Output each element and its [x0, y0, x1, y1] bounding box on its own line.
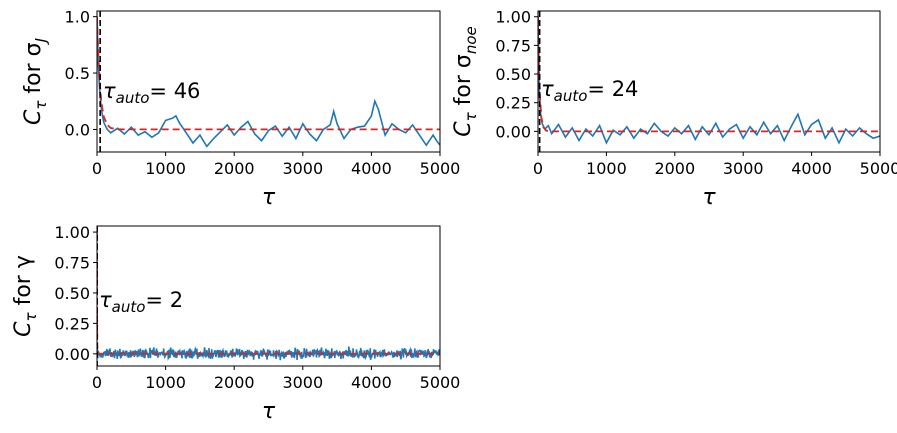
y-tick-label: 0.00 [495, 122, 531, 141]
plot-area [538, 11, 880, 152]
plot-area [97, 11, 440, 152]
y-tick-label: 0.5 [65, 64, 90, 83]
tau-auto-annotation: τauto= 24 [541, 77, 638, 105]
x-axis-label: τ [262, 399, 276, 424]
y-axis-label: Cτ for σnoe [451, 26, 480, 137]
x-tick-label: 3000 [282, 159, 323, 178]
y-tick-label: 0.0 [65, 120, 90, 139]
tau-auto-annotation: τauto= 2 [99, 288, 183, 316]
y-tick-label: 1.00 [54, 223, 90, 242]
y-tick-label: 0.25 [54, 314, 90, 333]
x-tick-label: 0 [92, 159, 102, 178]
axes-frame [537, 10, 881, 153]
x-tick-label: 2000 [654, 159, 695, 178]
x-axis-label: τ [262, 185, 276, 210]
x-tick-label: 5000 [860, 159, 897, 178]
y-tick-label: 1.0 [65, 8, 90, 27]
x-tick-label: 4000 [791, 159, 832, 178]
panel-gamma: 0 1000 2000 3000 4000 5000 0.00 0.25 0.50 0.75 1.0… [11, 223, 460, 424]
y-tick-label: 0.75 [54, 254, 90, 273]
x-tick-label: 4000 [351, 159, 392, 178]
x-tick-label: 5000 [420, 159, 461, 178]
x-tick-label: 0 [92, 373, 102, 392]
x-tick-label: 2000 [214, 373, 255, 392]
y-tick-label: 0.25 [495, 94, 531, 113]
x-tick-label: 3000 [282, 373, 323, 392]
panel-sigma-noe: 0 1000 2000 3000 4000 5000 0.00 0.25 0.50 0.75 1.0… [451, 8, 897, 210]
y-tick-label: 1.00 [495, 8, 531, 27]
x-tick-label: 1000 [145, 159, 186, 178]
x-tick-label: 0 [533, 159, 543, 178]
axes-frame [96, 10, 441, 153]
panel-sigma-j: 0 1000 2000 3000 4000 5000 0.0 0.5 1.0 τ Cτ for σJ… [21, 8, 460, 210]
x-tick-label: 5000 [420, 373, 461, 392]
y-axis-label: Cτ for γ [11, 255, 40, 337]
autocorrelation-line [538, 16, 880, 145]
x-tick-label: 1000 [586, 159, 627, 178]
fit-curve-line [97, 16, 440, 131]
fit-curve-line [538, 16, 880, 133]
x-tick-label: 2000 [214, 159, 255, 178]
tau-auto-annotation: τauto= 46 [103, 79, 200, 107]
axes-frame [96, 225, 441, 367]
x-tick-label: 1000 [145, 373, 186, 392]
y-tick-label: 0.50 [495, 65, 531, 84]
x-tick-label: 3000 [723, 159, 764, 178]
x-tick-label: 4000 [351, 373, 392, 392]
y-tick-label: 0.75 [495, 36, 531, 55]
y-axis-label: Cτ for σJ [21, 38, 50, 125]
x-axis-label: τ [702, 185, 716, 210]
y-tick-label: 0.50 [54, 284, 90, 303]
y-tick-label: 0.00 [54, 345, 90, 364]
autocorrelation-line [97, 16, 440, 148]
